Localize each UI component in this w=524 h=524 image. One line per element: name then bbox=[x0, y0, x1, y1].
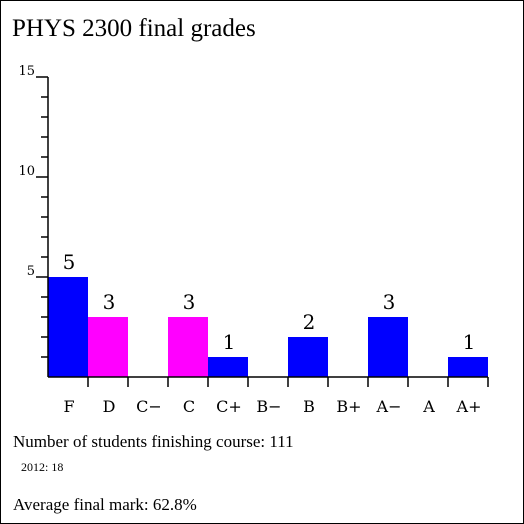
x-tick-label-7: B+ bbox=[336, 397, 361, 416]
x-tick-label-5: B− bbox=[256, 397, 281, 416]
bar-1 bbox=[88, 317, 128, 377]
bar-4 bbox=[208, 357, 248, 377]
value-label-4: 1 bbox=[223, 330, 236, 354]
value-label-3: 3 bbox=[183, 290, 196, 314]
grade-bar-chart: 5 10 15 F D C− C C+ B− B B+ A− A A+ 5 3 3 1 2 3 1 bbox=[18, 64, 489, 416]
year-note: 2012: 18 bbox=[21, 460, 64, 474]
x-tick-label-6: B bbox=[303, 397, 315, 416]
x-tick-label-8: A− bbox=[376, 397, 402, 416]
bar-3 bbox=[168, 317, 208, 377]
value-label-6: 2 bbox=[303, 310, 316, 334]
x-tick-label-1: D bbox=[103, 397, 116, 416]
bar-6 bbox=[288, 337, 328, 377]
x-tick-label-10: A+ bbox=[456, 397, 482, 416]
average-final-mark: Average final mark: 62.8% bbox=[13, 495, 197, 514]
y-tick-label-15: 15 bbox=[18, 64, 35, 79]
bar-8 bbox=[368, 317, 408, 377]
y-tick-label-10: 10 bbox=[18, 164, 35, 179]
y-tick-label-5: 5 bbox=[27, 264, 35, 279]
value-label-1: 3 bbox=[103, 290, 116, 314]
x-tick-label-9: A bbox=[422, 397, 435, 416]
value-label-0: 5 bbox=[63, 250, 76, 274]
x-tick-label-0: F bbox=[63, 397, 74, 416]
bar-10 bbox=[448, 357, 488, 377]
bar-0 bbox=[48, 277, 88, 377]
value-label-10: 1 bbox=[463, 330, 476, 354]
chart-title: PHYS 2300 final grades bbox=[12, 15, 256, 42]
x-tick-label-2: C− bbox=[136, 397, 162, 416]
students-finishing-count: Number of students finishing course: 111 bbox=[13, 432, 294, 451]
x-tick-label-3: C bbox=[183, 397, 195, 416]
x-tick-label-4: C+ bbox=[216, 397, 242, 416]
value-label-8: 3 bbox=[383, 290, 396, 314]
